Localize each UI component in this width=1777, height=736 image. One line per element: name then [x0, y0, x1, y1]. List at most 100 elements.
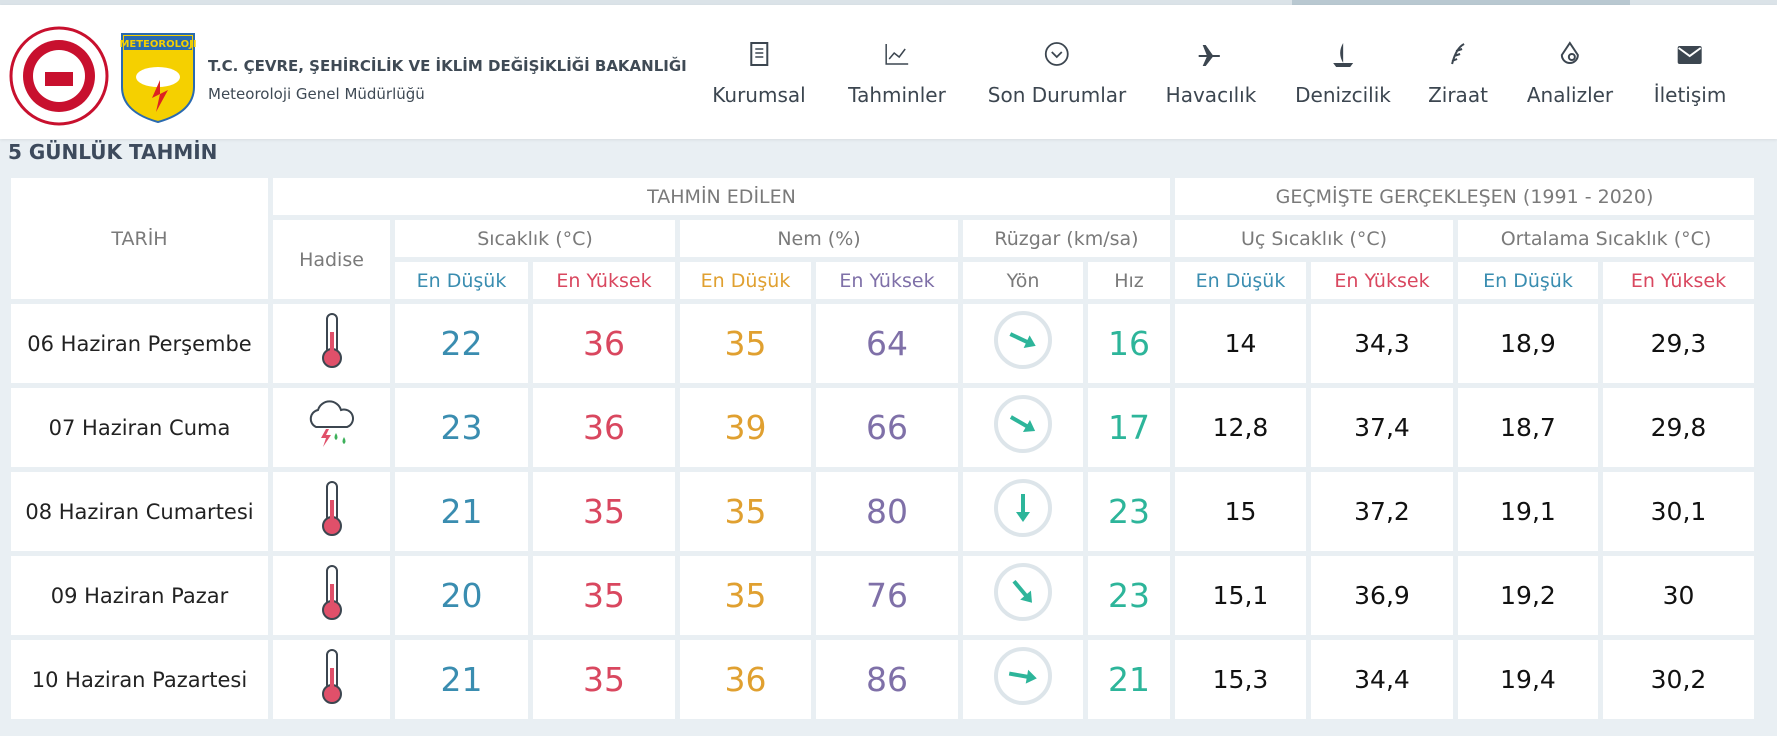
- date-cell: 09 Haziran Pazar: [11, 556, 268, 635]
- value-cell: 12,8: [1175, 388, 1306, 467]
- value-cell: 19,2: [1458, 556, 1598, 635]
- data-row: 09 Haziran Pazar 20 35 35 76 23 15,1 36,9 19,2 30: [11, 556, 1754, 635]
- nav-item[interactable]: Havacılık: [1165, 41, 1257, 107]
- value-cell: 23: [395, 388, 528, 467]
- date-header: TARİH: [11, 178, 268, 299]
- nav-icon: [885, 44, 908, 65]
- thermometer-icon: [321, 564, 342, 620]
- column-header: En Yüksek: [533, 262, 675, 299]
- nav-item[interactable]: Tahminler: [848, 41, 946, 107]
- value-cell: 39: [680, 388, 811, 467]
- data-row: 08 Haziran Cumartesi 21 35 35 80 23 15 37,2 19,1…: [11, 472, 1754, 551]
- value-cell: 30: [1603, 556, 1754, 635]
- value-cell: 64: [816, 304, 958, 383]
- value-cell: 18,7: [1458, 388, 1598, 467]
- column-header: En Düşük: [395, 262, 528, 299]
- nav-icon: [1451, 43, 1465, 65]
- nav-item[interactable]: Kurumsal: [712, 41, 806, 107]
- value-cell: 36: [533, 388, 675, 467]
- wind-direction-cell: [963, 388, 1083, 467]
- value-cell: 17: [1088, 388, 1170, 467]
- header: METEOROLOJI T.C. ÇEVRE, ŞEHİRCİLİK VE İK…: [0, 5, 1777, 139]
- value-cell: 35: [680, 304, 811, 383]
- subgroup-header: Nem (%): [680, 220, 958, 257]
- date-cell: 08 Haziran Cumartesi: [11, 472, 268, 551]
- nav-label: İletişim: [1653, 83, 1727, 107]
- column-header: En Yüksek: [816, 262, 958, 299]
- subgroup-header: Ortalama Sıcaklık (°C): [1458, 220, 1754, 257]
- wind-direction-cell: [963, 304, 1083, 383]
- value-cell: 36,9: [1311, 556, 1453, 635]
- nav-icon: [1198, 45, 1221, 66]
- event-cell: [273, 388, 390, 467]
- subgroup-header: Uç Sıcaklık (°C): [1175, 220, 1453, 257]
- wind-arrow: [994, 394, 1052, 453]
- value-cell: 34,4: [1311, 640, 1453, 719]
- value-cell: 36: [533, 304, 675, 383]
- value-cell: 21: [1088, 640, 1170, 719]
- event-cell: [273, 472, 390, 551]
- wind-direction-cell: [963, 556, 1083, 635]
- value-cell: 37,2: [1311, 472, 1453, 551]
- date-cell: 10 Haziran Pazartesi: [11, 640, 268, 719]
- value-cell: 21: [395, 640, 528, 719]
- value-cell: 35: [533, 472, 675, 551]
- nav-icon: [1678, 46, 1702, 64]
- value-cell: 23: [1088, 472, 1170, 551]
- nav-icon: [749, 42, 768, 66]
- value-cell: 35: [680, 472, 811, 551]
- wind-arrow: [994, 310, 1052, 369]
- data-row: 06 Haziran Perşembe 22 36 35 64 16 14 34,3 18,9 2…: [11, 304, 1754, 383]
- value-cell: 30,1: [1603, 472, 1754, 551]
- value-cell: 34,3: [1311, 304, 1453, 383]
- storm-icon: [309, 400, 354, 447]
- group-header: TAHMİN EDİLEN: [273, 178, 1170, 215]
- nav-item[interactable]: İletişim: [1653, 41, 1727, 107]
- value-cell: 35: [533, 556, 675, 635]
- wind-arrow: [994, 478, 1052, 537]
- value-cell: 76: [816, 556, 958, 635]
- value-cell: 16: [1088, 304, 1170, 383]
- event-cell: [273, 640, 390, 719]
- nav-icon: [1333, 43, 1353, 67]
- wind-arrow: [994, 646, 1052, 705]
- forecast-table: TARİH TAHMİN EDİLEN GEÇMİŞTE GERÇEKLEŞEN…: [6, 173, 1759, 724]
- nav-label: Analizler: [1526, 83, 1614, 107]
- logo-text: METEOROLOJI: [120, 39, 196, 50]
- value-cell: 29,3: [1603, 304, 1754, 383]
- column-header: En Düşük: [1175, 262, 1306, 299]
- value-cell: 86: [816, 640, 958, 719]
- group-header: GEÇMİŞTE GERÇEKLEŞEN (1991 - 2020): [1175, 178, 1754, 215]
- date-cell: 06 Haziran Perşembe: [11, 304, 268, 383]
- nav-label: Kurumsal: [712, 83, 806, 107]
- thermometer-icon: [321, 312, 342, 368]
- top-bar: [0, 0, 1777, 5]
- event-cell: [273, 304, 390, 383]
- nav-label: Havacılık: [1165, 83, 1257, 107]
- ministry-name: T.C. ÇEVRE, ŞEHİRCİLİK VE İKLİM DEĞİŞİKL…: [208, 57, 687, 75]
- nav-item[interactable]: Denizcilik: [1295, 41, 1391, 107]
- meteoroloji-logo: METEOROLOJI: [120, 33, 196, 124]
- nav-label: Tahminler: [848, 83, 946, 107]
- page-title: 5 GÜNLÜK TAHMİN: [8, 140, 218, 164]
- wind-direction-cell: [963, 640, 1083, 719]
- nav-item[interactable]: Son Durumlar: [988, 41, 1126, 107]
- value-cell: 15,1: [1175, 556, 1306, 635]
- value-cell: 29,8: [1603, 388, 1754, 467]
- value-cell: 30,2: [1603, 640, 1754, 719]
- column-header: Hız: [1088, 262, 1170, 299]
- nav-item[interactable]: Analizler: [1527, 41, 1613, 107]
- value-cell: 35: [680, 556, 811, 635]
- nav-label: Ziraat: [1428, 83, 1488, 107]
- value-cell: 21: [395, 472, 528, 551]
- thermometer-icon: [321, 648, 342, 704]
- value-cell: 36: [680, 640, 811, 719]
- column-header: En Yüksek: [1311, 262, 1453, 299]
- header-row: Hadise Sıcaklık (°C) Nem (%) Rüzgar (km/…: [11, 220, 1754, 299]
- value-cell: 37,4: [1311, 388, 1453, 467]
- subgroup-header: Rüzgar (km/sa): [963, 220, 1170, 257]
- thermometer-icon: [321, 480, 342, 536]
- nav-item[interactable]: Ziraat: [1428, 41, 1488, 107]
